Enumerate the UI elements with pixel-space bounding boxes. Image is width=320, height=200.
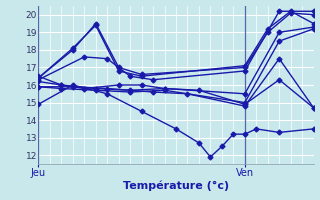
X-axis label: Température (°c): Température (°c) xyxy=(123,181,229,191)
